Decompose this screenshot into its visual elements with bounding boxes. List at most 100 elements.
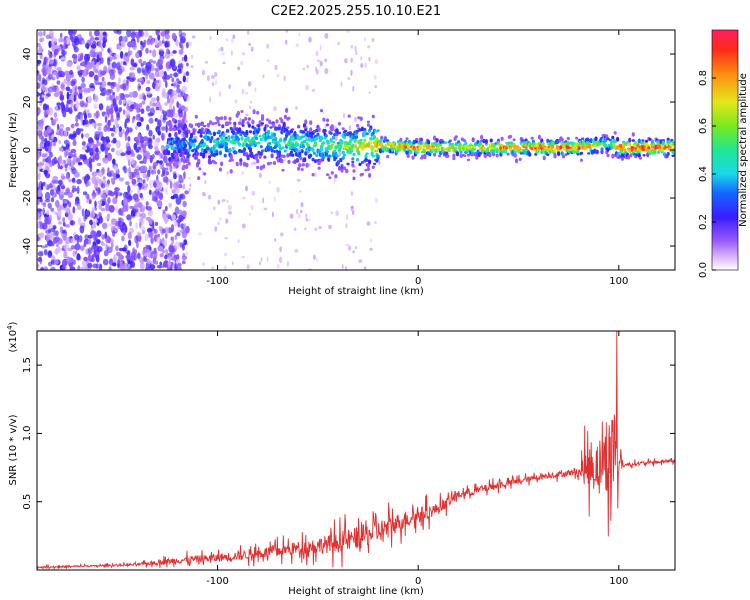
spectrogram-noise-cell: [129, 255, 134, 262]
spectrogram-ridge-cell: [641, 139, 645, 142]
spectrogram-ridge-cell: [324, 134, 328, 138]
spectrogram-noise-cell: [68, 134, 72, 139]
spectrogram-ridge-cell: [371, 131, 375, 135]
spectrogram-ridge-cell: [253, 126, 257, 132]
spectrogram-noise-cell: [65, 207, 71, 215]
spectrogram-ridge-cell: [508, 147, 513, 152]
spectrogram-noise-cell: [99, 92, 106, 96]
spectrogram-noise-cell: [345, 243, 349, 247]
spectrogram-noise-cell: [81, 133, 84, 139]
spectrogram-noise-cell: [127, 185, 131, 193]
spectrogram-ridge-cell: [500, 144, 504, 148]
spectrogram-ridge-cell: [661, 140, 666, 146]
spectrogram-noise-cell: [353, 116, 358, 122]
spectrogram-noise-cell: [151, 97, 157, 102]
spectrogram-noise-cell: [75, 100, 80, 109]
spectrogram-noise-cell: [139, 222, 142, 228]
spectrogram-ridge-cell: [227, 135, 231, 140]
spectrogram-ridge-cell: [535, 143, 539, 148]
spectrogram-noise-cell: [84, 102, 89, 108]
spectrogram-noise-cell: [160, 173, 164, 178]
spectrogram-ridge-cell: [304, 126, 308, 129]
spectrogram-noise-cell: [225, 38, 229, 42]
spectrogram-noise-cell: [67, 212, 73, 221]
spectrogram-ridge-cell: [210, 136, 214, 140]
spectrogram-ridge-cell: [265, 124, 269, 128]
spectrogram-noise-cell: [95, 111, 99, 118]
spectrogram-noise-cell: [186, 95, 191, 102]
spectrogram-ridge-cell: [366, 164, 370, 169]
spectrogram-ridge-cell: [339, 144, 343, 150]
spectrogram-noise-cell: [46, 93, 51, 97]
spectrogram-noise-cell: [63, 199, 68, 204]
spectrogram-ridge-cell: [167, 150, 171, 156]
spectrogram-ridge-cell: [670, 143, 674, 147]
spectrogram-noise-cell: [149, 264, 156, 270]
spectrogram-noise-cell: [97, 126, 102, 132]
spectrogram-noise-cell: [136, 37, 140, 43]
spectrogram-noise-cell: [45, 67, 52, 75]
spectrogram-ridge-cell: [233, 121, 237, 126]
spectrogram-noise-cell: [177, 103, 182, 110]
spectrogram-ridge-cell: [236, 137, 240, 141]
spectrogram-noise-cell: [177, 93, 182, 98]
colorbar-tick-label: 0.2: [698, 214, 709, 230]
spectrogram-noise-cell: [65, 126, 71, 132]
spectrogram-ridge-cell: [524, 138, 528, 142]
spectrogram-noise-cell: [69, 33, 74, 41]
spectrogram-ridge-cell: [277, 150, 281, 154]
spectrogram-noise-cell: [313, 171, 318, 178]
spectrogram-noise-cell: [188, 176, 191, 180]
spectrogram-ridge-cell: [369, 127, 373, 130]
colorbar-tick-label: 0.4: [698, 166, 709, 182]
spectrogram-ridge-cell: [305, 162, 309, 168]
spectrogram-ridge-cell: [637, 138, 641, 144]
spectrogram-ridge-cell: [372, 162, 377, 166]
spectrogram-ridge-cell: [227, 138, 231, 142]
spectrogram-noise-cell: [138, 58, 143, 64]
spectrogram-noise-cell: [155, 236, 161, 244]
spectrogram-noise-cell: [147, 209, 153, 217]
spectrogram-noise-cell: [75, 157, 81, 163]
spectrogram-noise-cell: [126, 103, 130, 111]
spectrogram-ridge-cell: [330, 127, 334, 132]
spectrogram-noise-cell: [110, 82, 115, 86]
spectrogram-noise-cell: [71, 165, 75, 170]
spectrogram-noise-cell: [145, 248, 150, 253]
spectrogram-noise-cell: [204, 193, 207, 197]
spectrogram-noise-cell: [165, 124, 168, 133]
spectrogram-noise-cell: [79, 245, 85, 252]
spectrogram-noise-cell: [170, 195, 176, 200]
spectrogram-noise-cell: [126, 30, 132, 38]
spectrogram-noise-cell: [161, 87, 166, 94]
spectrogram-ridge-cell: [293, 130, 297, 136]
spectrogram-noise-cell: [161, 126, 166, 131]
spectrogram-noise-cell: [122, 247, 127, 252]
spectrogram-ridge-cell: [252, 109, 256, 115]
spectrogram-noise-cell: [121, 206, 127, 213]
spectrogram-ridge-cell: [259, 151, 263, 156]
spectrogram-ridge-cell: [217, 123, 221, 127]
spectrogram-noise-cell: [162, 36, 165, 43]
spectrogram-noise-cell: [300, 202, 304, 208]
spectrogram-ridge-cell: [198, 167, 202, 171]
spectrogram-noise-cell: [140, 142, 144, 148]
spectrogram-ridge-cell: [561, 155, 566, 159]
spectrogram-ridge-cell: [356, 129, 360, 133]
spectrogram-ridge-cell: [169, 124, 173, 128]
spectrogram-noise-cell: [78, 73, 83, 78]
spectrogram-ridge-cell: [186, 157, 190, 163]
spectrogram-noise-cell: [274, 64, 278, 71]
spectrogram-ridge-cell: [405, 137, 409, 141]
spectrogram-ridge-cell: [356, 146, 360, 153]
spectrogram-ridge-cell: [214, 122, 218, 125]
spectrogram-noise-cell: [161, 146, 164, 152]
spectrogram-ridge-cell: [371, 165, 375, 169]
spectrogram-ridge-cell: [518, 147, 522, 151]
spectrogram-noise-cell: [97, 187, 101, 195]
spectrogram-noise-cell: [88, 238, 91, 245]
spectrogram-noise-cell: [230, 50, 233, 56]
spectrogram-ridge-cell: [319, 109, 324, 113]
spectrogram-noise-cell: [176, 83, 180, 89]
spectrogram-ridge-cell: [365, 152, 369, 155]
